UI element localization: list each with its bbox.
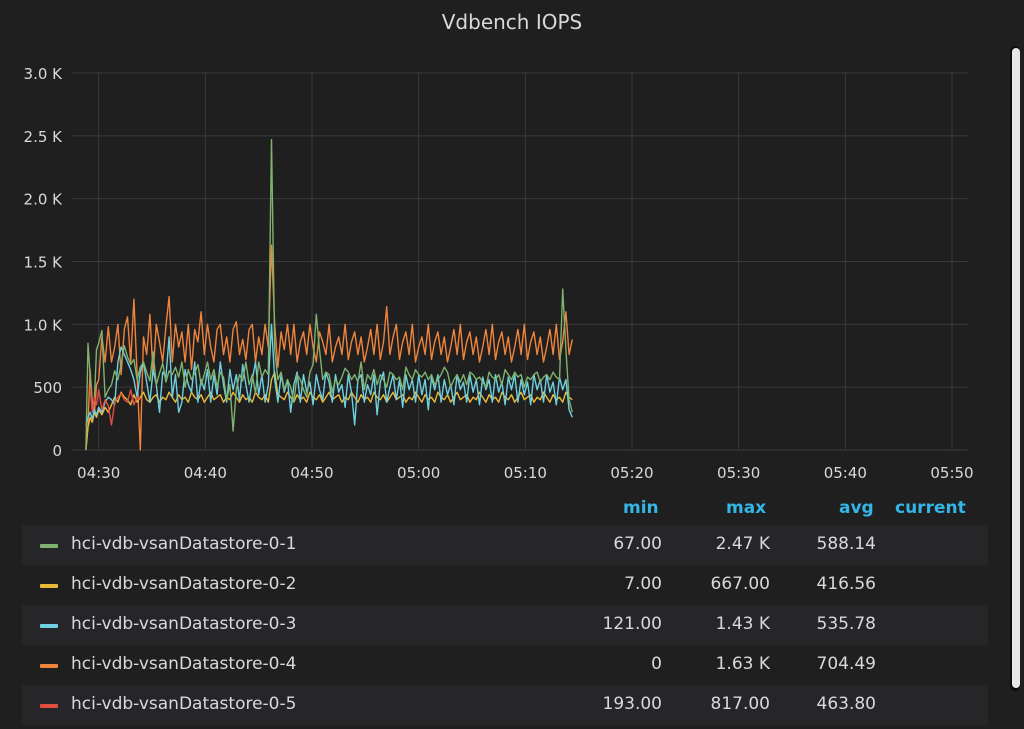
series-min: 0 <box>651 654 662 674</box>
series-color-swatch[interactable] <box>40 704 58 708</box>
series-min: 193.00 <box>602 694 662 714</box>
y-tick-label: 0 <box>52 442 62 460</box>
series-max: 817.00 <box>710 694 770 714</box>
series-min: 67.00 <box>613 534 662 554</box>
legend-scrollbar-thumb[interactable] <box>1012 48 1020 688</box>
series-name[interactable]: hci-vdb-vsanDatastore-0-5 <box>71 694 297 714</box>
legend-row[interactable]: hci-vdb-vsanDatastore-0-4 0 1.63 K 704.4… <box>22 645 988 685</box>
series-color-swatch[interactable] <box>40 624 58 628</box>
y-tick-label: 1.5 K <box>24 254 64 272</box>
legend-header-min[interactable]: min <box>623 498 659 518</box>
x-tick-label: 05:20 <box>610 464 653 482</box>
series-color-swatch[interactable] <box>40 664 58 668</box>
series-min: 121.00 <box>602 614 662 634</box>
x-tick-label: 05:30 <box>717 464 760 482</box>
series-line-hci-vdb-vsanDatastore-0-5 <box>89 387 141 426</box>
x-tick-label: 05:40 <box>824 464 867 482</box>
y-tick-label: 500 <box>33 379 62 397</box>
panel-title[interactable]: Vdbench IOPS <box>441 10 583 34</box>
series-min: 7.00 <box>624 574 662 594</box>
y-tick-label: 2.5 K <box>24 128 64 146</box>
series-avg: 463.80 <box>816 694 876 714</box>
series-name[interactable]: hci-vdb-vsanDatastore-0-2 <box>71 574 297 594</box>
legend-header-max[interactable]: max <box>726 498 767 518</box>
x-tick-label: 04:50 <box>290 464 333 482</box>
legend-row[interactable]: hci-vdb-vsanDatastore-0-5 193.00 817.00 … <box>22 685 988 725</box>
series-name[interactable]: hci-vdb-vsanDatastore-0-4 <box>71 654 297 674</box>
series-avg: 416.56 <box>816 574 876 594</box>
series-avg: 588.14 <box>816 534 876 554</box>
series-name[interactable]: hci-vdb-vsanDatastore-0-3 <box>71 614 297 634</box>
legend-header-avg[interactable]: avg <box>839 498 874 518</box>
series-line-hci-vdb-vsanDatastore-0-1 <box>85 138 573 451</box>
legend-row[interactable]: hci-vdb-vsanDatastore-0-2 7.00 667.00 41… <box>22 565 988 605</box>
legend-row[interactable]: hci-vdb-vsanDatastore-0-1 67.00 2.47 K 5… <box>22 525 988 565</box>
legend-row[interactable]: hci-vdb-vsanDatastore-0-3 121.00 1.43 K … <box>22 605 988 645</box>
series-line-hci-vdb-vsanDatastore-0-2 <box>85 371 573 451</box>
series-color-swatch[interactable] <box>40 584 58 588</box>
y-tick-label: 2.0 K <box>24 191 64 209</box>
series-max: 1.43 K <box>715 614 770 634</box>
x-tick-label: 04:30 <box>77 464 120 482</box>
legend-header-current[interactable]: current <box>895 498 966 518</box>
series-avg: 535.78 <box>816 614 876 634</box>
x-tick-label: 05:10 <box>504 464 547 482</box>
x-tick-label: 05:00 <box>397 464 440 482</box>
series-line-hci-vdb-vsanDatastore-0-4 <box>85 244 573 451</box>
series-color-swatch[interactable] <box>40 544 58 548</box>
series-name[interactable]: hci-vdb-vsanDatastore-0-1 <box>71 534 297 554</box>
series-max: 667.00 <box>710 574 770 594</box>
x-tick-label: 04:40 <box>184 464 227 482</box>
line-chart: 0 500 1.0 K 1.5 K 2.0 K 2.5 K 3.0 K 04:30 04:40 0… <box>24 65 974 482</box>
series-max: 2.47 K <box>715 534 770 554</box>
series-max: 1.63 K <box>715 654 770 674</box>
x-tick-label: 05:50 <box>930 464 973 482</box>
series-avg: 704.49 <box>816 654 876 674</box>
y-tick-label: 3.0 K <box>24 65 64 83</box>
y-tick-label: 1.0 K <box>24 316 64 334</box>
